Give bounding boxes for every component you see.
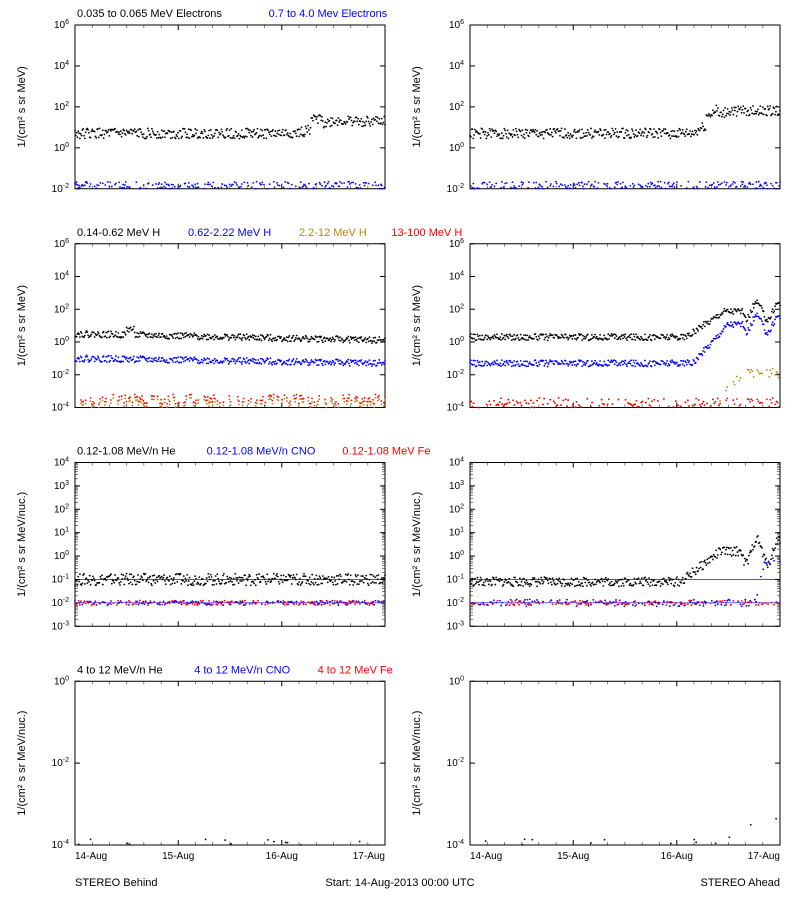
y-axis-label: 1/(cm² s sr MeV)	[16, 285, 28, 366]
svg-text:102: 102	[54, 503, 69, 515]
svg-text:10-3: 10-3	[52, 620, 69, 632]
panel-0-0: 10-2 100 102 104 106 1/(cm² s sr MeV)	[16, 19, 386, 195]
panel-2-0: 10-3 10-2 10-1 100 101 102 103 104 1/(cm² s sr M…	[16, 457, 386, 633]
x-tick-label: 14-Aug	[75, 851, 107, 862]
legend-label: 4 to 12 MeV/n He	[77, 664, 163, 676]
x-tick-label: 16-Aug	[661, 851, 693, 862]
svg-text:106: 106	[54, 238, 69, 250]
chart-grid: 10-21001021041061/(cm² s sr MeV)10-21001…	[0, 0, 800, 900]
svg-text:10-2: 10-2	[52, 369, 69, 381]
svg-text:106: 106	[449, 19, 464, 31]
footer-right: STEREO Ahead	[701, 877, 781, 889]
footer-center: Start: 14-Aug-2013 00:00 UTC	[325, 877, 474, 889]
x-tick-label: 15-Aug	[557, 851, 589, 862]
panel-3-1: 10-410-210014-Aug15-Aug16-Aug17-Aug1/(cm…	[411, 675, 780, 862]
svg-text:104: 104	[449, 271, 464, 283]
y-axis-label: 1/(cm² s sr MeV/nuc.)	[16, 711, 28, 816]
footer-left: STEREO Behind	[75, 877, 158, 889]
svg-text:102: 102	[449, 503, 464, 515]
svg-text:10-2: 10-2	[447, 183, 464, 195]
svg-text:10-2: 10-2	[52, 597, 69, 609]
svg-text:106: 106	[449, 238, 464, 250]
legend-label: 0.12-1.08 MeV/n CNO	[207, 446, 316, 458]
svg-text:102: 102	[449, 303, 464, 315]
x-tick-label: 17-Aug	[748, 851, 780, 862]
panel-2-1: 10-3 10-2 10-1 100 101 102 103 104 1/(cm² s sr M…	[411, 457, 781, 633]
panel-3-0: 10-410-210014-Aug15-Aug16-Aug17-Aug1/(cm…	[16, 675, 385, 862]
svg-text:100: 100	[449, 336, 464, 348]
x-tick-label: 16-Aug	[266, 851, 298, 862]
x-tick-label: 14-Aug	[470, 851, 502, 862]
svg-text:104: 104	[54, 60, 69, 72]
svg-text:100: 100	[449, 142, 464, 154]
legend-label: 4 to 12 MeV/n CNO	[194, 664, 290, 676]
svg-text:100: 100	[54, 142, 69, 154]
legend-label: 0.14-0.62 MeV H	[77, 227, 160, 239]
svg-text:101: 101	[449, 527, 464, 539]
svg-text:102: 102	[54, 303, 69, 315]
y-axis-label: 1/(cm² s sr MeV)	[16, 66, 28, 147]
svg-text:100: 100	[54, 336, 69, 348]
legend-label: 2.2-12 MeV H	[299, 227, 367, 239]
x-tick-label: 17-Aug	[353, 851, 385, 862]
svg-text:102: 102	[449, 101, 464, 113]
y-axis-label: 1/(cm² s sr MeV)	[411, 285, 423, 366]
svg-text:10-2: 10-2	[52, 183, 69, 195]
panel-1-1: 10-4 10-2 100 102 104 106 1/(cm² s sr MeV)	[411, 238, 781, 414]
y-axis-label: 1/(cm² s sr MeV/nuc.)	[411, 492, 423, 597]
svg-text:104: 104	[54, 271, 69, 283]
y-axis-label: 1/(cm² s sr MeV)	[411, 66, 423, 147]
svg-text:104: 104	[449, 457, 464, 469]
legend-label: 13-100 MeV H	[391, 227, 462, 239]
svg-text:10-2: 10-2	[447, 369, 464, 381]
svg-text:10-1: 10-1	[52, 573, 69, 585]
x-tick-label: 15-Aug	[162, 851, 194, 862]
svg-text:10-4: 10-4	[52, 402, 69, 414]
legend-label: 4 to 12 MeV Fe	[318, 664, 393, 676]
svg-text:100: 100	[449, 550, 464, 562]
legend-label: 0.62-2.22 MeV H	[188, 227, 271, 239]
y-axis-label: 1/(cm² s sr MeV/nuc.)	[16, 492, 28, 597]
svg-text:100: 100	[54, 550, 69, 562]
svg-text:104: 104	[54, 457, 69, 469]
panel-1-0: 10-4 10-2 100 102 104 106 1/(cm² s sr MeV)	[16, 238, 386, 414]
svg-text:102: 102	[54, 101, 69, 113]
legend-label: 0.12-1.08 MeV/n He	[77, 446, 175, 458]
y-axis-label: 1/(cm² s sr MeV/nuc.)	[411, 711, 423, 816]
svg-text:10-2: 10-2	[447, 597, 464, 609]
svg-text:106: 106	[54, 19, 69, 31]
legend-label: 0.7 to 4.0 Mev Electrons	[269, 8, 388, 20]
svg-text:10-1: 10-1	[447, 573, 464, 585]
svg-text:10-4: 10-4	[447, 402, 464, 414]
svg-text:104: 104	[449, 60, 464, 72]
svg-text:103: 103	[449, 480, 464, 492]
panel-0-1: 10-2 100 102 104 106 1/(cm² s sr MeV)	[411, 19, 781, 195]
legend-label: 0.12-1.08 MeV Fe	[342, 446, 430, 458]
svg-text:101: 101	[54, 527, 69, 539]
svg-text:10-3: 10-3	[447, 620, 464, 632]
legend-label: 0.035 to 0.065 MeV Electrons	[77, 8, 222, 20]
svg-text:103: 103	[54, 480, 69, 492]
